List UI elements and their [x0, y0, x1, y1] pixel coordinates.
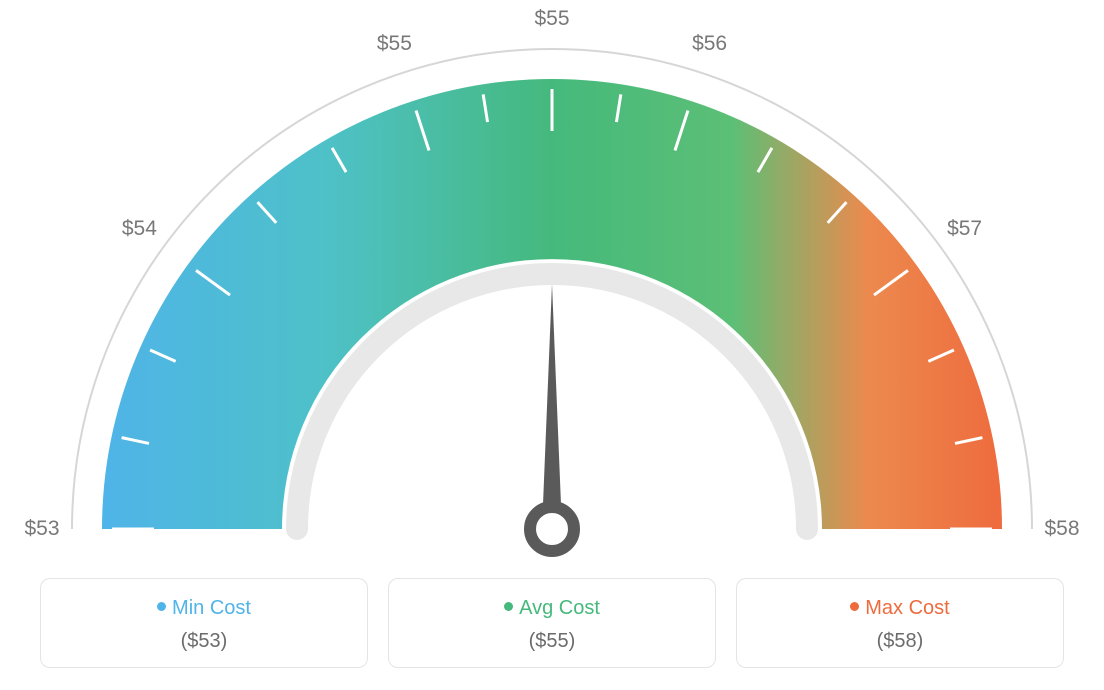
legend-value-avg: ($55) — [399, 630, 705, 653]
gauge-area: $53 $54 $55 $55 $56 $57 $58 — [0, 0, 1104, 570]
legend-label-max: Max Cost — [865, 597, 949, 619]
legend-dot-icon — [850, 602, 859, 611]
legend-title-avg: Avg Cost — [399, 597, 705, 620]
legend-card-max: Max Cost ($58) — [736, 578, 1064, 668]
gauge-tick-label: $53 — [24, 517, 59, 541]
legend-label-min: Min Cost — [172, 597, 251, 619]
legend-card-avg: Avg Cost ($55) — [388, 578, 716, 668]
legend-value-max: ($58) — [747, 630, 1053, 653]
gauge-chart — [0, 0, 1104, 570]
gauge-tick-label: $57 — [947, 217, 982, 241]
legend-dot-icon — [504, 602, 513, 611]
gauge-tick-label: $56 — [692, 32, 727, 56]
legend-card-min: Min Cost ($53) — [40, 578, 368, 668]
gauge-tick-label: $55 — [377, 32, 412, 56]
gauge-tick-label: $54 — [122, 217, 157, 241]
gauge-tick-label: $55 — [534, 7, 569, 31]
legend-value-min: ($53) — [51, 630, 357, 653]
cost-gauge-infographic: $53 $54 $55 $55 $56 $57 $58 Min Cost ($53) Avg… — [0, 0, 1104, 690]
legend-label-avg: Avg Cost — [519, 597, 600, 619]
legend-title-max: Max Cost — [747, 597, 1053, 620]
gauge-tick-label: $58 — [1044, 517, 1079, 541]
legend-row: Min Cost ($53) Avg Cost ($55) Max Cost (… — [0, 578, 1104, 668]
legend-title-min: Min Cost — [51, 597, 357, 620]
legend-dot-icon — [157, 602, 166, 611]
